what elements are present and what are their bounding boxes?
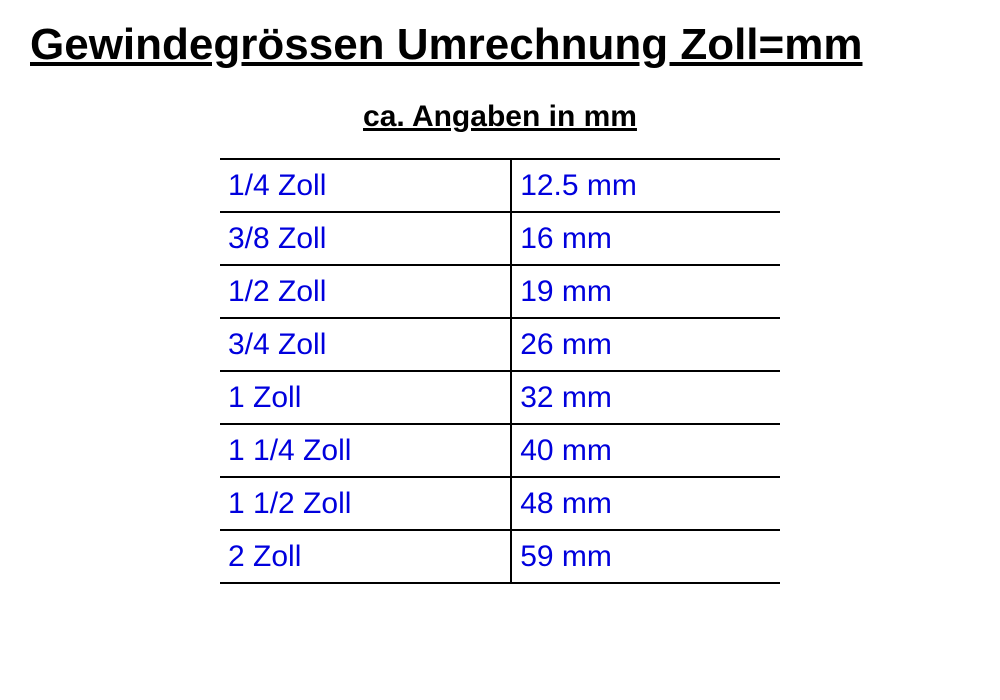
table-row: 1/4 Zoll 12.5 mm xyxy=(220,159,780,212)
table-row: 1/2 Zoll 19 mm xyxy=(220,265,780,318)
page-subtitle: ca. Angaben in mm xyxy=(30,100,970,134)
conversion-table-wrap: 1/4 Zoll 12.5 mm 3/8 Zoll 16 mm 1/2 Zoll… xyxy=(30,158,970,584)
mm-cell: 26 mm xyxy=(511,318,780,371)
zoll-cell: 3/8 Zoll xyxy=(220,212,511,265)
table-row: 1 1/2 Zoll 48 mm xyxy=(220,477,780,530)
mm-cell: 32 mm xyxy=(511,371,780,424)
table-row: 3/8 Zoll 16 mm xyxy=(220,212,780,265)
mm-cell: 19 mm xyxy=(511,265,780,318)
zoll-cell: 1 1/2 Zoll xyxy=(220,477,511,530)
zoll-cell: 2 Zoll xyxy=(220,530,511,583)
mm-cell: 12.5 mm xyxy=(511,159,780,212)
mm-cell: 59 mm xyxy=(511,530,780,583)
table-row: 2 Zoll 59 mm xyxy=(220,530,780,583)
table-row: 3/4 Zoll 26 mm xyxy=(220,318,780,371)
table-row: 1 1/4 Zoll 40 mm xyxy=(220,424,780,477)
mm-cell: 40 mm xyxy=(511,424,780,477)
mm-cell: 16 mm xyxy=(511,212,780,265)
zoll-cell: 3/4 Zoll xyxy=(220,318,511,371)
zoll-cell: 1 Zoll xyxy=(220,371,511,424)
zoll-cell: 1/4 Zoll xyxy=(220,159,511,212)
mm-cell: 48 mm xyxy=(511,477,780,530)
conversion-table: 1/4 Zoll 12.5 mm 3/8 Zoll 16 mm 1/2 Zoll… xyxy=(220,158,780,584)
page-title: Gewindegrössen Umrechnung Zoll=mm xyxy=(30,20,970,70)
zoll-cell: 1/2 Zoll xyxy=(220,265,511,318)
table-row: 1 Zoll 32 mm xyxy=(220,371,780,424)
zoll-cell: 1 1/4 Zoll xyxy=(220,424,511,477)
